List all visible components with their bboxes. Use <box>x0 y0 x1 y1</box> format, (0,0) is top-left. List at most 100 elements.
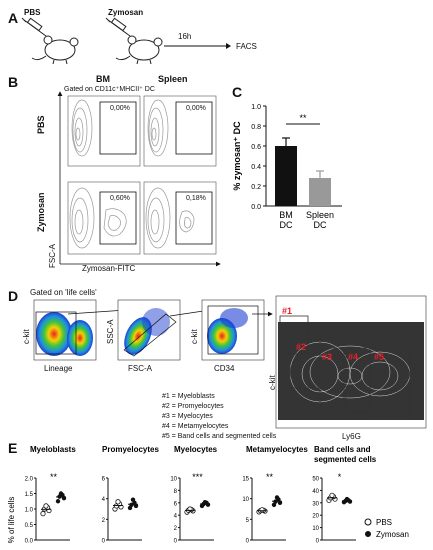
gate-percent: 0,00% <box>110 105 130 112</box>
scatter-panels-e: % of life cells Myeloblasts 0.0 0.5 1.0 1.5 2.… <box>7 445 409 545</box>
injection-mice-illustration <box>21 17 163 65</box>
subplot-title: segmented cells <box>314 455 377 464</box>
syringe-icon <box>105 17 131 37</box>
mouse-icon <box>31 35 79 65</box>
d-big-ylabel: c-kit <box>268 375 277 390</box>
subplot-title: Metamyelocytes <box>246 445 308 454</box>
data-point-zymosan <box>271 502 277 508</box>
flow-plot-bm-zymosan <box>67 181 141 255</box>
gate-legend-item: #1 = Myeloblasts <box>162 393 215 400</box>
data-point-pbs <box>329 492 335 498</box>
flow-grid-b: 0,00% 0,00% 0,60% 0,18% <box>57 91 221 267</box>
gated-label-b: Gated on CD11c⁺MHCII⁺ DC <box>64 86 155 93</box>
gate-percent: 0,00% <box>186 105 206 112</box>
d-plot2-ylabel: SSC-A <box>106 319 115 344</box>
significance-stars: ** <box>50 472 58 482</box>
subplot-title: Promyelocytes <box>102 445 159 454</box>
d-plot1-ylabel: c-kit <box>22 329 31 344</box>
gate-label: #2 <box>296 342 306 352</box>
legend-label: PBS <box>376 518 392 527</box>
data-point-zymosan <box>130 497 136 502</box>
subplot-title: Myelocytes <box>174 445 218 454</box>
d-big-xlabel: Ly6G <box>342 432 361 441</box>
panel-letter-d: D <box>8 288 19 304</box>
data-point-pbs <box>115 499 121 505</box>
y-tick-label: 0.5 <box>25 523 34 529</box>
y-tick-label: 0.2 <box>251 184 261 191</box>
scatter-subplot: Metamyelocytes 0 5 10 15 ** <box>242 445 308 545</box>
gate-box <box>99 101 137 155</box>
panel-letter-c: C <box>232 84 243 100</box>
subplot-title: Band cells and <box>314 445 371 454</box>
y-tick-label: 0 <box>174 539 178 545</box>
gated-label-d: Gated on 'life cells' <box>30 288 97 297</box>
label-zymosan: Zymosan <box>108 8 144 17</box>
y-tick-label: 2 <box>102 518 106 524</box>
y-tick-label: 1.0 <box>25 508 34 514</box>
gate-box <box>207 305 259 355</box>
label-16h: 16h <box>178 32 192 41</box>
subplot-title: Myeloblasts <box>30 445 76 454</box>
y-tick-label: 40 <box>312 489 319 495</box>
y-tick-label: 2.0 <box>25 477 34 483</box>
scatter-subplot: Myeloblasts 0.0 0.5 1.0 1.5 2.0 ** <box>25 445 77 545</box>
y-axis-label: % of life cells <box>7 497 16 544</box>
y-tick-label: 6 <box>102 477 106 483</box>
y-tick-label: 10 <box>312 526 319 532</box>
x-tick-label: DC <box>280 220 293 230</box>
legend-marker-pbs <box>364 518 372 526</box>
y-tick-label: 10 <box>242 497 249 503</box>
gate-label: #1 <box>282 306 292 316</box>
data-point-pbs <box>259 507 265 513</box>
y-tick-label: 30 <box>312 501 319 507</box>
gate-1 <box>279 315 309 355</box>
y-tick-label: 0 <box>102 539 106 545</box>
data-point-zymosan <box>202 499 208 505</box>
gate-box <box>35 311 77 355</box>
gate-legend-item: #2 = Promyelocytes <box>162 403 224 410</box>
col-bm: BM <box>96 74 110 84</box>
y-tick-label: 0.8 <box>251 124 261 131</box>
label-pbs: PBS <box>24 8 41 17</box>
d-plot3-xlabel: CD34 <box>214 364 235 373</box>
y-tick-label: 20 <box>312 514 319 520</box>
gate-percent: 0,60% <box>110 195 130 202</box>
y-tick-label: 15 <box>242 477 249 483</box>
data-point-pbs <box>43 503 49 509</box>
data-point-zymosan <box>344 496 350 502</box>
bar-chart-zymosan-dc: 0.00.20.40.60.81.0% zymosan⁺ DCBMDCSplee… <box>232 104 342 230</box>
row-pbs: PBS <box>36 115 46 134</box>
y-tick-label: 0.6 <box>251 144 261 151</box>
y-tick-label: 5 <box>246 518 250 524</box>
y-tick-label: 8 <box>174 489 178 495</box>
y-tick-label: 0 <box>246 539 250 545</box>
gate-legend: #1 = Myeloblasts #2 = Promyelocytes #3 =… <box>162 392 276 442</box>
panel-letter-b: B <box>8 74 19 90</box>
gate-box <box>99 191 137 245</box>
y-tick-label: 1.5 <box>25 492 34 498</box>
y-tick-label: 0.0 <box>25 539 34 545</box>
col-spleen: Spleen <box>158 74 188 84</box>
gate-label: #4 <box>348 352 358 362</box>
bar <box>275 146 297 206</box>
y-tick-label: 0 <box>316 539 320 545</box>
y-tick-label: 10 <box>170 477 177 483</box>
d-plot3-ylabel: c-kit <box>190 329 199 344</box>
legend-label: Zymosan <box>376 530 409 539</box>
b-xaxis-label: Zymosan-FITC <box>82 264 136 273</box>
panel-letter-a: A <box>8 10 19 26</box>
bar <box>309 178 331 206</box>
y-tick-label: 4 <box>102 497 106 503</box>
y-tick-label: 1.0 <box>251 104 261 111</box>
label-facs: FACS <box>236 42 257 51</box>
data-point-pbs <box>40 511 46 517</box>
gate-legend-item: #3 = Myelocytes <box>162 413 213 420</box>
x-tick-label: DC <box>314 220 327 230</box>
y-tick-label: 0.4 <box>251 164 261 171</box>
data-point-zymosan <box>55 499 61 504</box>
arrow-icon <box>164 43 231 49</box>
y-tick-label: 4 <box>174 514 178 520</box>
gate-box <box>123 313 177 357</box>
scatter-subplot: Myelocytes 0 2 4 6 8 10 *** <box>170 445 217 545</box>
